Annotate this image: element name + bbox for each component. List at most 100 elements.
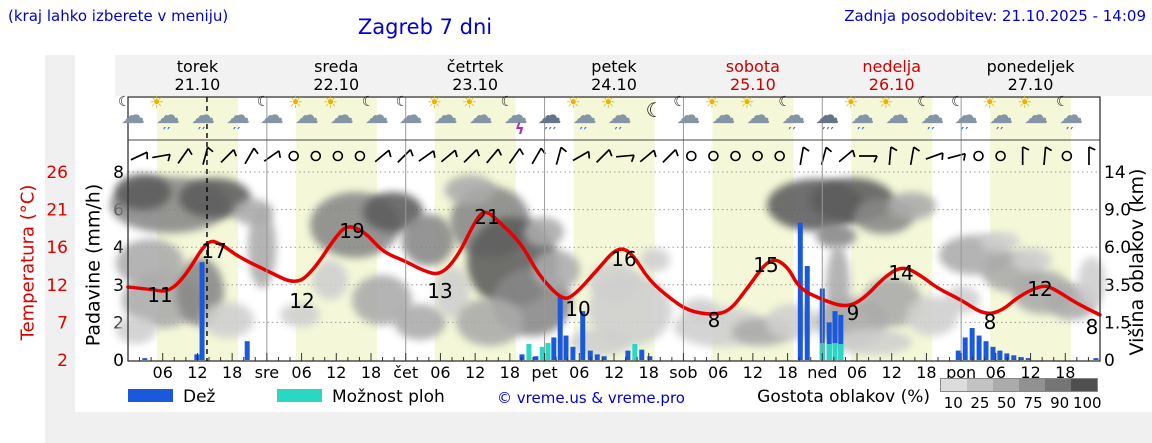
cloud-glyph: ☁ [433,101,458,129]
cloud-cover-blob [402,214,454,266]
drops-glyph: ′′ [198,125,207,139]
clouddark-glyph: ☁ [537,101,562,129]
temp-value-label: 9 [847,301,860,325]
cloud-glyph: ☁ [607,101,632,129]
moon-glyph: ☾ [395,94,409,110]
wind-barb-icon [130,151,149,161]
cloud-height-tick-label: 3.5 [1104,276,1131,296]
wind-barb-icon [888,146,898,166]
wind-barb-icon [639,149,657,163]
cloud-cover-blob [434,266,470,318]
rain-bar [838,314,844,360]
x-tick-label: 12 [326,363,346,382]
x-tick-label: pon [946,363,976,382]
rain-bar [976,335,982,360]
calm-wind-icon [1061,150,1073,162]
shower-bar [539,346,545,360]
temp-value-label: 14 [888,261,913,285]
day-header: ponedeljek 27.10 [961,58,1100,94]
cloud-cover-blob [832,329,912,355]
drops-glyph: ′′ [927,125,936,139]
moon-icon: ☾ [639,98,673,142]
cloud-density-swatch [967,379,993,391]
calm-wind-icon [708,150,719,162]
day-date: 23.10 [452,75,499,94]
wind-barb-icon [947,152,966,161]
cloud-glyph: ☁ [954,101,979,129]
day-date: 21.10 [174,75,221,94]
temp-value-label: 17 [201,239,226,263]
cloud-cover-blob [532,250,580,290]
temperature-tick-label: 21 [46,201,68,221]
drops-glyph: ′′ [857,125,866,139]
x-tick-label: 18 [1055,363,1075,382]
calm-wind-icon [332,150,344,162]
sun-cloud-icon: ☀ ☁ [323,95,360,142]
cloud-cover-blob [1078,257,1106,307]
cloud-glyph: ☁ [1024,101,1049,129]
x-tick-label: 06 [708,363,728,382]
cloud-glyph: ☁ [468,101,493,129]
wind-barb-icon [508,148,525,164]
cloud-cover-blob [570,328,630,356]
sun-cloud-rain-icon: ☀ ☁ ′′ [566,95,603,142]
wind-barb-icon [572,150,591,162]
cloud-cover-blob [115,174,171,210]
calm-wind-icon [310,150,322,162]
rain-bar [557,296,563,360]
day-name: torek [176,57,219,76]
drops-glyph: ′′ [233,125,242,139]
day-header: sobota 25.10 [683,58,822,94]
cloud-cover-blob [816,224,856,248]
wind-barb-icon [220,149,238,163]
rain-bar [647,356,653,360]
cloud-glyph: ☁ [121,101,145,129]
clouddark-glyph: ☁ [815,101,840,129]
copyright-link[interactable]: © vreme.us & vreme.pro [497,389,685,407]
cloud-glyph: ☁ [711,101,736,129]
temp-value-label: 8 [984,310,997,334]
moon-glyph: ☾ [673,94,686,110]
cloud-cover-blob [766,304,818,340]
rain-bar [1018,357,1024,360]
drops-glyph: ′′ [614,125,623,139]
wind-barb-icon [463,149,481,163]
wind-barb-icon [555,146,568,165]
shower-bar [545,343,551,360]
rain-bar [625,350,631,360]
cloud-cover-blob [682,298,718,322]
cloud-height-tick-label: 0 [1104,351,1115,371]
cloud-density-tick-label: 10 [943,394,963,412]
moon-glyph: ☾ [1056,94,1069,110]
cloud-glyph: ☁ [191,101,215,129]
calm-wind-icon [686,150,697,162]
rain-bar [797,222,803,360]
x-tick-label: 06 [986,363,1006,382]
sun-cloud-icon: ☀ ☁ [878,95,915,142]
x-tick-label: 06 [847,363,867,382]
rain-bar [832,311,838,360]
shower-bar [826,344,832,360]
cloud-glyph: ☁ [329,101,354,129]
moon-cloud-icon: ☾ ☁ [672,94,706,142]
day-date: 27.10 [1007,75,1054,94]
wind-barb-icon [152,153,171,162]
calm-wind-icon [995,150,1006,162]
rain-bar [194,354,200,360]
wind-barb-icon [486,148,503,164]
rain-bar [804,266,810,360]
day-name: četrtek [446,57,504,76]
x-tick-label: 12 [1020,363,1040,382]
sun-glyph: ☀ [600,93,616,113]
sun-cloud-icon: ☀ ☁ [704,95,741,142]
moon-cloud-icon: ☾ ☁ [361,95,395,142]
sun-glyph: ☀ [287,93,304,113]
day-date: 26.10 [868,75,915,94]
sun-cloud-rain-icon: ☀ ☁ ′′ [600,93,638,142]
x-tick-label: 18 [777,363,797,382]
dropsheavy-glyph: ′′′ [544,125,558,139]
cloud-glyph: ☁ [364,101,389,129]
cloud-glyph: ☁ [1059,101,1084,129]
moon-glyph: ☾ [951,94,964,110]
